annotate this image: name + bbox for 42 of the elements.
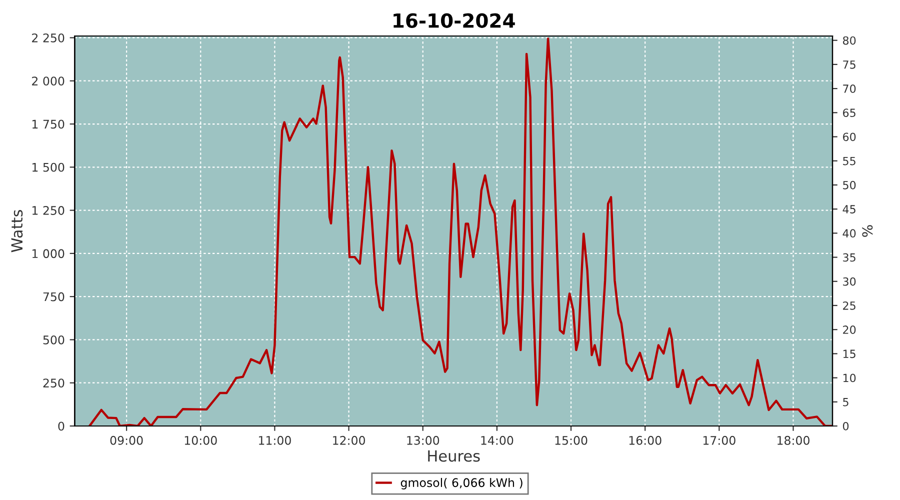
y-tick-label: 1 500: [32, 162, 64, 172]
y2-tick-label: 20: [843, 326, 856, 334]
y2-tick-label: 80: [842, 36, 856, 45]
x-tick-label: 13:00: [407, 436, 440, 445]
y-tick-label: 1 000: [32, 249, 64, 258]
x-tick-label: 11:00: [258, 436, 291, 445]
x-tick-label: 17:00: [703, 436, 736, 445]
y2-tick-label: 30: [843, 277, 856, 286]
y2-tick-label: 70: [843, 84, 856, 93]
x-tick-label: 12:00: [333, 436, 366, 445]
y-axis-title: Watts: [11, 210, 23, 252]
x-tick-label: 15:00: [555, 436, 588, 445]
x-tick-label: 16:00: [629, 436, 662, 445]
x-axis-title: Heures: [428, 450, 480, 462]
y2-tick-label: 5: [843, 398, 848, 406]
y-tick-label: 2 000: [32, 76, 64, 86]
chart-title: 16-10-2024: [394, 13, 515, 28]
y-tick-label: 750: [43, 292, 64, 302]
x-tick-label: 14:00: [481, 436, 514, 445]
x-tick-label: 09:00: [110, 436, 143, 445]
y-tick-label: 2 250: [32, 33, 64, 42]
y-tick-label: 1 750: [32, 120, 64, 129]
y2-axis-title: %: [862, 225, 873, 237]
y2-tick-label: 50: [843, 180, 856, 190]
y2-tick-label: 75: [843, 60, 856, 69]
y2-tick-label: 25: [843, 301, 856, 310]
y2-tick-label: 65: [843, 108, 856, 118]
y2-tick-label: 55: [843, 156, 856, 166]
y2-tick-label: 60: [843, 132, 856, 142]
y2-tick-label: 10: [843, 374, 856, 382]
x-tick-label: 10:00: [184, 436, 217, 445]
x-tick-label: 18:00: [778, 436, 810, 445]
y-tick-label: 0: [58, 422, 64, 431]
y-tick-label: 500: [43, 335, 64, 344]
y-tick-label: 1 250: [32, 206, 64, 215]
legend-label: gmosol( 6,066 kWh ): [400, 478, 522, 490]
y2-tick-label: 40: [842, 229, 856, 238]
y-tick-label: 250: [43, 378, 64, 388]
y2-tick-label: 15: [843, 350, 856, 358]
y2-tick-label: 35: [843, 253, 856, 262]
y2-tick-label: 0: [842, 422, 849, 430]
y2-tick-label: 45: [842, 205, 856, 214]
